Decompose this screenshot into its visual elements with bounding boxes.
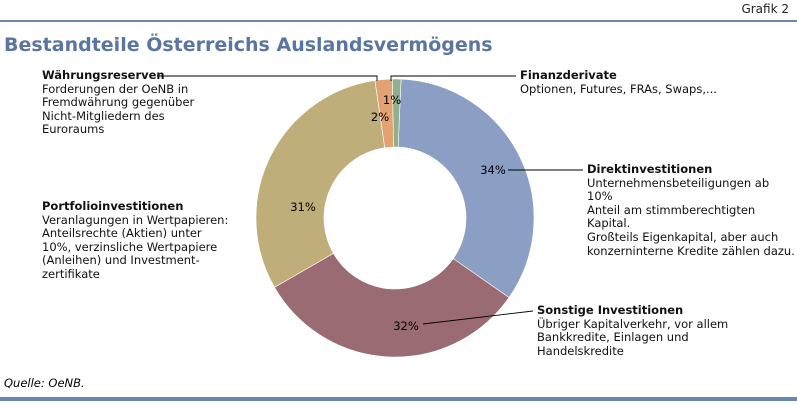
slice-direktinvestitionen (397, 78, 535, 298)
bottom-rule (0, 397, 797, 401)
annotation-waehrungsreserven: Währungsreserven Forderungen der OeNB in… (42, 68, 195, 137)
annotation-description: Forderungen der OeNB in Fremdwährung geg… (42, 81, 195, 137)
annotation-description: Veranlagungen in Wertpapieren: Anteilsre… (42, 212, 229, 281)
slice-finanzderivate (392, 78, 402, 148)
annotation-title: Währungsreserven (42, 68, 165, 82)
slice-value-label: 34% (480, 163, 506, 177)
leader-line (390, 75, 516, 81)
leader-line (157, 75, 378, 81)
leader-line (422, 310, 534, 325)
figure-label: Grafik 2 (741, 2, 789, 16)
source-note: Quelle: OeNB. (4, 376, 85, 390)
slice-value-label: 32% (393, 319, 419, 333)
annotation-sonstige-investitionen: Sonstige Investitionen Übriger Kapitalve… (537, 303, 729, 358)
annotation-title: Finanzderivate (520, 68, 617, 82)
annotation-portfolioinvestitionen: Portfolioinvestitionen Veranlagungen in … (42, 199, 229, 282)
slice-sonstige-investitionen (274, 252, 510, 358)
annotation-finanzderivate: Finanzderivate Optionen, Futures, FRAs, … (520, 68, 717, 96)
slice-value-label: 2% (371, 110, 389, 124)
annotation-title: Sonstige Investitionen (537, 303, 684, 317)
annotation-description: Unternehmensbeteiligungen ab 10% Anteil … (587, 175, 795, 258)
slice-value-label: 31% (290, 200, 316, 214)
annotation-direktinvestitionen: Direktinvestitionen Unternehmensbeteilig… (587, 162, 797, 258)
slice-portfolioinvestitionen (255, 80, 386, 288)
chart-title: Bestandteile Österreichs Auslandsvermöge… (4, 34, 493, 56)
annotation-title: Portfolioinvestitionen (42, 199, 184, 213)
annotation-title: Direktinvestitionen (587, 162, 713, 176)
top-rule (0, 20, 797, 22)
slice-value-label: 1% (383, 93, 401, 107)
annotation-description: Übriger Kapitalverkehr, vor allem Bankkr… (537, 316, 729, 358)
annotation-description: Optionen, Futures, FRAs, Swaps,... (520, 81, 717, 96)
